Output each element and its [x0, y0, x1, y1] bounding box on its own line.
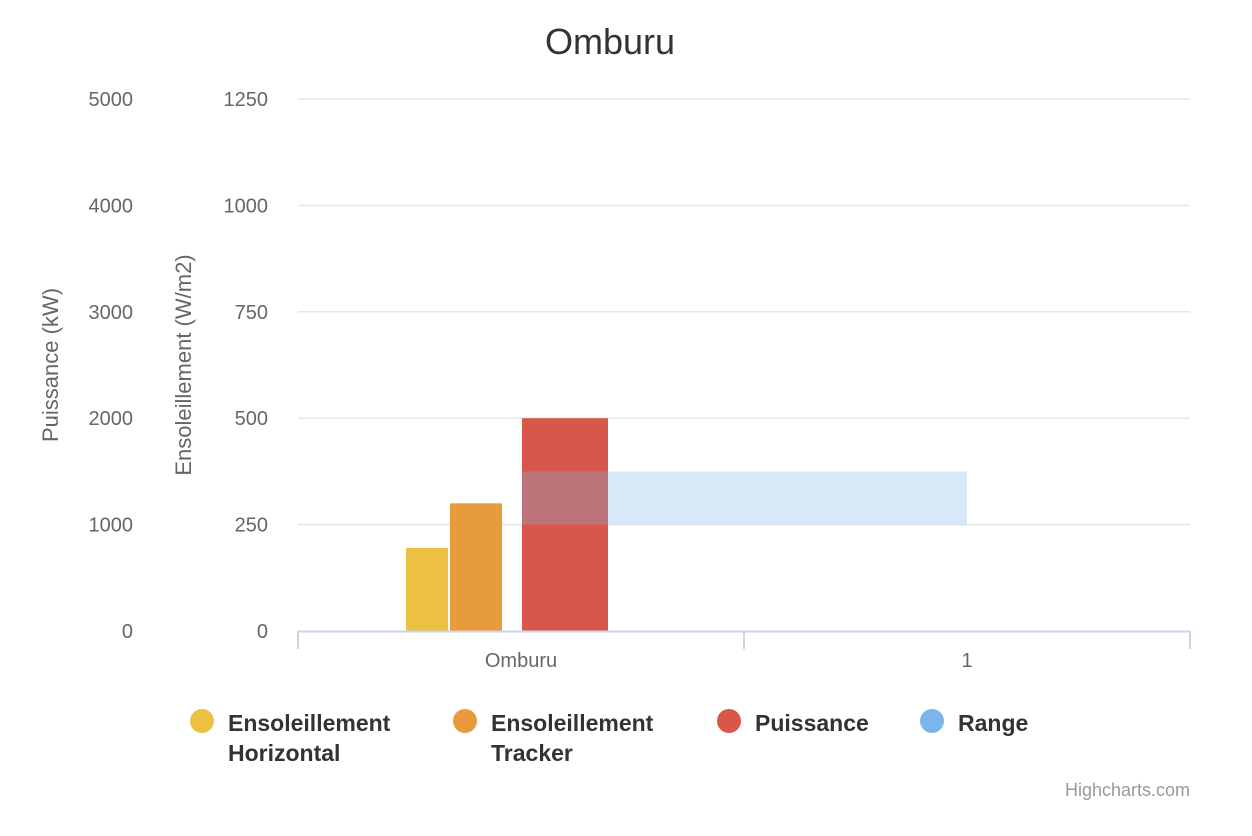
y-tick-label-puissance: 2000	[89, 408, 134, 430]
legend-label: Range	[958, 710, 1028, 736]
legend-symbol	[453, 709, 477, 733]
x-tick-label: Omburu	[485, 650, 557, 672]
x-axis: Omburu 1	[297, 630, 1191, 672]
y-tick-label-ensoleillement: 250	[235, 515, 268, 537]
plot-area	[406, 418, 967, 631]
legend: Ensoleillement Horizontal Ensoleillement Tr…	[190, 709, 1028, 766]
legend-label: Ensoleillement	[228, 710, 391, 736]
y-tick-label-ensoleillement: 750	[235, 302, 268, 324]
y-tick-label-ensoleillement: 500	[235, 408, 268, 430]
legend-symbol	[190, 709, 214, 733]
y-tick-label-puissance: 4000	[89, 195, 134, 217]
bar-ensoleillement-horizontal[interactable]	[406, 548, 448, 631]
y-axes: 0 1000 2000 3000 4000 5000 0 250 500 750 1000 1250 P…	[38, 89, 268, 643]
legend-item-ensoleillement-horizontal[interactable]: Ensoleillement Horizontal	[190, 709, 391, 766]
legend-label: Horizontal	[228, 740, 340, 766]
legend-label: Ensoleillement	[491, 710, 654, 736]
credits-link[interactable]: Highcharts.com	[1065, 780, 1190, 800]
legend-item-ensoleillement-tracker[interactable]: Ensoleillement Tracker	[453, 709, 654, 766]
legend-item-puissance[interactable]: Puissance	[717, 709, 869, 736]
legend-symbol	[920, 709, 944, 733]
y-axis-title-puissance: Puissance (kW)	[38, 288, 63, 442]
legend-item-range[interactable]: Range	[920, 709, 1028, 736]
y-tick-label-ensoleillement: 1250	[224, 89, 269, 111]
range-band[interactable]	[522, 471, 967, 525]
y-tick-label-puissance: 1000	[89, 515, 134, 537]
y-tick-label-puissance: 0	[122, 621, 133, 643]
legend-label: Puissance	[755, 710, 869, 736]
bar-puissance[interactable]	[522, 418, 608, 631]
y-axis-title-ensoleillement: Ensoleillement (W/m2)	[171, 254, 196, 475]
chart-title: Omburu	[545, 21, 675, 62]
y-tick-label-puissance: 3000	[89, 302, 134, 324]
grid-lines	[298, 98, 1190, 526]
bar-ensoleillement-tracker[interactable]	[450, 503, 502, 631]
y-tick-label-ensoleillement: 1000	[224, 195, 269, 217]
x-tick-label: 1	[961, 650, 972, 672]
legend-label: Tracker	[491, 740, 573, 766]
legend-symbol	[717, 709, 741, 733]
y-tick-label-puissance: 5000	[89, 89, 134, 111]
y-tick-label-ensoleillement: 0	[257, 621, 268, 643]
